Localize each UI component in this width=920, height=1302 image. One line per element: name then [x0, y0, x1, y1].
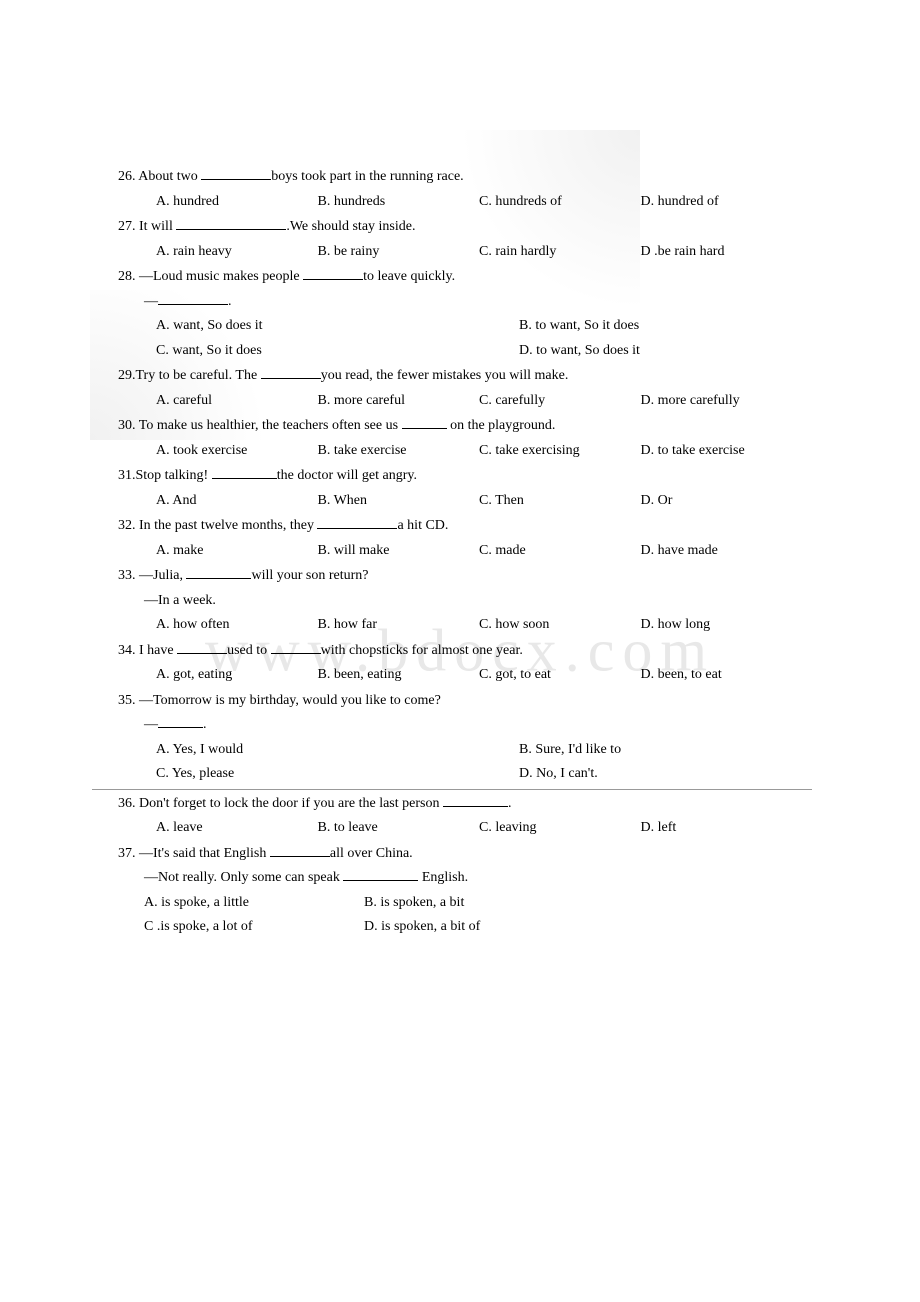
option-c: C. carefully	[479, 389, 641, 414]
option-c: C. how soon	[479, 613, 641, 638]
option-a: A. took exercise	[156, 439, 318, 464]
question-26: 26. About two boys took part in the runn…	[118, 165, 802, 214]
option-c: C .is spoke, a lot of	[144, 915, 364, 940]
options-row: A. make B. will make C. made D. have mad…	[118, 539, 802, 564]
options-row: A. how often B. how far C. how soon D. h…	[118, 613, 802, 638]
question-36: 36. Don't forget to lock the door if you…	[118, 792, 802, 841]
option-d: D. how long	[641, 613, 803, 638]
question-31: 31.Stop talking! the doctor will get ang…	[118, 464, 802, 513]
question-28: 28. —Loud music makes people to leave qu…	[118, 265, 802, 363]
option-a: A. leave	[156, 816, 318, 841]
question-33: 33. —Julia, will your son return? —In a …	[118, 564, 802, 638]
question-stem: 37. —It's said that English all over Chi…	[118, 842, 802, 867]
option-b: B. more careful	[318, 389, 480, 414]
option-c: C. rain hardly	[479, 240, 641, 265]
response-line: —.	[118, 290, 802, 315]
option-d: D. left	[641, 816, 803, 841]
options-row: A. And B. When C. Then D. Or	[118, 489, 802, 514]
question-30: 30. To make us healthier, the teachers o…	[118, 414, 802, 463]
option-c: C. Yes, please	[156, 762, 479, 787]
document-content: 26. About two boys took part in the runn…	[0, 0, 920, 940]
option-b: B. will make	[318, 539, 480, 564]
response-line: —.	[118, 713, 802, 738]
option-d: D. is spoken, a bit of	[364, 915, 480, 940]
option-b: B. been, eating	[318, 663, 480, 688]
option-b: B. hundreds	[318, 190, 480, 215]
option-c: C. take exercising	[479, 439, 641, 464]
question-stem: 33. —Julia, will your son return?	[118, 564, 802, 589]
question-stem: 35. —Tomorrow is my birthday, would you …	[118, 689, 802, 714]
question-stem: 28. —Loud music makes people to leave qu…	[118, 265, 802, 290]
option-b: B. to leave	[318, 816, 480, 841]
option-a: A. And	[156, 489, 318, 514]
question-35: 35. —Tomorrow is my birthday, would you …	[118, 689, 802, 787]
question-37: 37. —It's said that English all over Chi…	[118, 842, 802, 940]
option-d: D. hundred of	[641, 190, 803, 215]
options-row: A. hundred B. hundreds C. hundreds of D.…	[118, 190, 802, 215]
question-27: 27. It will .We should stay inside. A. r…	[118, 215, 802, 264]
question-29: 29.Try to be careful. The you read, the …	[118, 364, 802, 413]
options-row: A. Yes, I would B. Sure, I'd like to C. …	[118, 738, 802, 787]
option-c: C. hundreds of	[479, 190, 641, 215]
option-b: B. to want, So it does	[479, 314, 802, 339]
question-stem: 26. About two boys took part in the runn…	[118, 165, 802, 190]
option-c: C. leaving	[479, 816, 641, 841]
option-b: B. take exercise	[318, 439, 480, 464]
option-b: B. is spoken, a bit	[364, 891, 464, 916]
option-b: B. Sure, I'd like to	[479, 738, 802, 763]
option-d: D. Or	[641, 489, 803, 514]
option-a: A. rain heavy	[156, 240, 318, 265]
option-d: D. been, to eat	[641, 663, 803, 688]
option-d: D. more carefully	[641, 389, 803, 414]
option-a: A. how often	[156, 613, 318, 638]
option-d: D. to take exercise	[641, 439, 803, 464]
response-line: —In a week.	[118, 589, 802, 614]
question-stem: 29.Try to be careful. The you read, the …	[118, 364, 802, 389]
option-c: C. Then	[479, 489, 641, 514]
question-stem: 31.Stop talking! the doctor will get ang…	[118, 464, 802, 489]
options-row: A. want, So does it B. to want, So it do…	[118, 314, 802, 363]
question-stem: 30. To make us healthier, the teachers o…	[118, 414, 802, 439]
options-row: A. leave B. to leave C. leaving D. left	[118, 816, 802, 841]
option-a: A. Yes, I would	[156, 738, 479, 763]
option-d: D. to want, So does it	[479, 339, 802, 364]
option-d: D .be rain hard	[641, 240, 803, 265]
option-a: A. is spoke, a little	[144, 891, 364, 916]
question-34: 34. I have used to with chopsticks for a…	[118, 639, 802, 688]
option-b: B. When	[318, 489, 480, 514]
option-c: C. made	[479, 539, 641, 564]
question-stem: 34. I have used to with chopsticks for a…	[118, 639, 802, 664]
options-row: A. took exercise B. take exercise C. tak…	[118, 439, 802, 464]
options-row: A. careful B. more careful C. carefully …	[118, 389, 802, 414]
option-b: B. how far	[318, 613, 480, 638]
page-divider	[92, 789, 812, 790]
option-d: D. have made	[641, 539, 803, 564]
option-c: C. want, So it does	[156, 339, 479, 364]
question-32: 32. In the past twelve months, they a hi…	[118, 514, 802, 563]
option-a: A. careful	[156, 389, 318, 414]
options-row: A. got, eating B. been, eating C. got, t…	[118, 663, 802, 688]
question-stem: 32. In the past twelve months, they a hi…	[118, 514, 802, 539]
option-a: A. make	[156, 539, 318, 564]
option-d: D. No, I can't.	[479, 762, 802, 787]
response-line: —Not really. Only some can speak English…	[118, 866, 802, 891]
option-b: B. be rainy	[318, 240, 480, 265]
option-a: A. hundred	[156, 190, 318, 215]
question-stem: 27. It will .We should stay inside.	[118, 215, 802, 240]
options-row: A. rain heavy B. be rainy C. rain hardly…	[118, 240, 802, 265]
options-row: A. is spoke, a little B. is spoken, a bi…	[118, 891, 802, 916]
option-a: A. want, So does it	[156, 314, 479, 339]
options-row: C .is spoke, a lot of D. is spoken, a bi…	[118, 915, 802, 940]
option-a: A. got, eating	[156, 663, 318, 688]
question-stem: 36. Don't forget to lock the door if you…	[118, 792, 802, 817]
option-c: C. got, to eat	[479, 663, 641, 688]
